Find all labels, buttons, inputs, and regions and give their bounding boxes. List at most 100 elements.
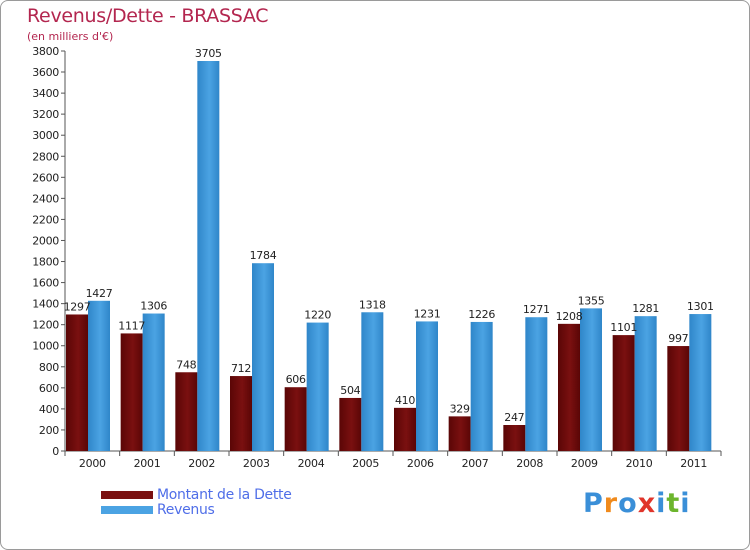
legend-item-revenus: Revenus xyxy=(101,501,292,518)
bar-revenus-2011 xyxy=(689,314,712,451)
bar-revenus-2000 xyxy=(88,300,110,451)
y-tick-label: 3400 xyxy=(32,87,59,100)
y-tick-label: 3000 xyxy=(32,129,59,142)
bar-revenus-2004 xyxy=(306,322,329,451)
bar-dette-2001 xyxy=(120,333,143,451)
y-tick-label: 600 xyxy=(39,382,59,395)
legend-label-revenus: Revenus xyxy=(157,501,215,518)
data-label-dette-2003: 712 xyxy=(231,362,251,375)
y-tick-label: 0 xyxy=(52,445,59,458)
y-axis: 0 200 400 600 800 1000 1200 1400 1600 1800 2000 220… xyxy=(32,45,66,458)
legend-swatch-revenus xyxy=(101,505,153,514)
data-label-revenus-2000: 1427 xyxy=(86,287,113,300)
logo-letter: P xyxy=(583,488,604,519)
x-tick-label: 2001 xyxy=(134,457,161,470)
y-tick-label: 3600 xyxy=(32,66,59,79)
x-tick-label: 2005 xyxy=(352,457,379,470)
bars xyxy=(66,61,712,451)
legend-swatch-dette xyxy=(101,490,153,499)
y-tick-label: 3800 xyxy=(32,45,59,58)
bar-revenus-2003 xyxy=(252,263,274,451)
bar-dette-2004 xyxy=(284,387,307,451)
y-tick-label: 3200 xyxy=(32,108,59,121)
legend: Montant de la Dette Revenus xyxy=(101,486,292,518)
legend-item-dette: Montant de la Dette xyxy=(101,486,292,503)
bar-dette-2002 xyxy=(175,372,198,451)
x-tick-label: 2000 xyxy=(79,457,106,470)
data-label-revenus-2009: 1355 xyxy=(578,294,605,307)
y-tick-label: 800 xyxy=(39,361,59,374)
data-label-dette-2009: 1208 xyxy=(556,310,583,323)
x-tick-label: 2004 xyxy=(298,457,325,470)
data-label-dette-2001: 1117 xyxy=(118,319,145,332)
data-label-dette-2000: 1297 xyxy=(64,300,91,313)
x-tick-label: 2003 xyxy=(243,457,270,470)
data-label-dette-2007: 329 xyxy=(450,402,470,415)
y-tick-label: 1400 xyxy=(32,298,59,311)
logo-letter: t xyxy=(666,488,681,519)
y-tick-label: 2000 xyxy=(32,234,59,247)
bar-dette-2006 xyxy=(394,407,416,451)
bar-revenus-2009 xyxy=(580,308,602,451)
legend-label-dette: Montant de la Dette xyxy=(157,486,292,503)
bar-revenus-2001 xyxy=(142,313,165,451)
bar-dette-2007 xyxy=(448,416,471,451)
proxiti-logo: Proxiti xyxy=(583,488,691,519)
data-label-dette-2005: 504 xyxy=(340,384,360,397)
bar-dette-2010 xyxy=(612,335,635,451)
x-tick-label: 2006 xyxy=(407,457,434,470)
bar-dette-2009 xyxy=(558,323,580,451)
bar-dette-2000 xyxy=(66,314,88,451)
data-label-revenus-2007: 1226 xyxy=(468,308,495,321)
data-label-dette-2004: 606 xyxy=(286,373,306,386)
y-tick-label: 1000 xyxy=(32,340,59,353)
data-label-dette-2008: 247 xyxy=(504,411,524,424)
bar-revenus-2002 xyxy=(197,61,220,451)
bar-revenus-2007 xyxy=(470,321,493,451)
bar-revenus-2005 xyxy=(361,312,384,451)
data-label-revenus-2005: 1318 xyxy=(359,298,386,311)
y-tick-label: 2800 xyxy=(32,150,59,163)
logo-letter: i xyxy=(680,488,691,519)
y-tick-label: 2600 xyxy=(32,171,59,184)
logo-letter: o xyxy=(618,488,638,519)
data-label-dette-2010: 1101 xyxy=(610,321,637,334)
y-tick-label: 2400 xyxy=(32,192,59,205)
y-tick-label: 1600 xyxy=(32,277,59,290)
data-label-revenus-2010: 1281 xyxy=(632,302,659,315)
data-label-dette-2011: 997 xyxy=(668,332,688,345)
data-label-revenus-2008: 1271 xyxy=(523,303,550,316)
bar-dette-2008 xyxy=(503,425,526,451)
data-label-dette-2002: 748 xyxy=(176,358,196,371)
bar-revenus-2008 xyxy=(525,317,548,451)
data-label-dette-2006: 410 xyxy=(395,394,415,407)
x-tick-label: 2008 xyxy=(516,457,543,470)
x-tick-label: 2002 xyxy=(188,457,215,470)
data-label-revenus-2011: 1301 xyxy=(687,300,714,313)
bar-dette-2003 xyxy=(230,376,252,451)
y-tick-label: 1200 xyxy=(32,319,59,332)
logo-letter: i xyxy=(656,488,667,519)
chart-title: Revenus/Dette - BRASSAC xyxy=(27,5,269,27)
logo-letter: r xyxy=(603,488,619,519)
chart-subtitle: (en milliers d'€) xyxy=(27,30,114,43)
y-tick-label: 400 xyxy=(39,403,59,416)
x-axis: 2000 2001 2002 2003 2004 2005 2006 2007 2008 2009… xyxy=(64,450,722,470)
data-label-revenus-2004: 1220 xyxy=(304,309,331,322)
bar-dette-2005 xyxy=(339,397,362,451)
bar-revenus-2010 xyxy=(634,316,657,451)
bar-revenus-2006 xyxy=(416,321,438,451)
data-label-revenus-2003: 1784 xyxy=(250,249,277,262)
y-tick-label: 1800 xyxy=(32,256,59,269)
logo-letter: x xyxy=(637,488,657,519)
y-tick-label: 2200 xyxy=(32,213,59,226)
y-tick-label: 200 xyxy=(39,424,59,437)
x-tick-label: 2007 xyxy=(462,457,489,470)
data-label-revenus-2001: 1306 xyxy=(140,300,167,313)
bar-dette-2011 xyxy=(667,346,690,451)
x-tick-label: 2010 xyxy=(626,457,653,470)
x-tick-label: 2009 xyxy=(571,457,598,470)
